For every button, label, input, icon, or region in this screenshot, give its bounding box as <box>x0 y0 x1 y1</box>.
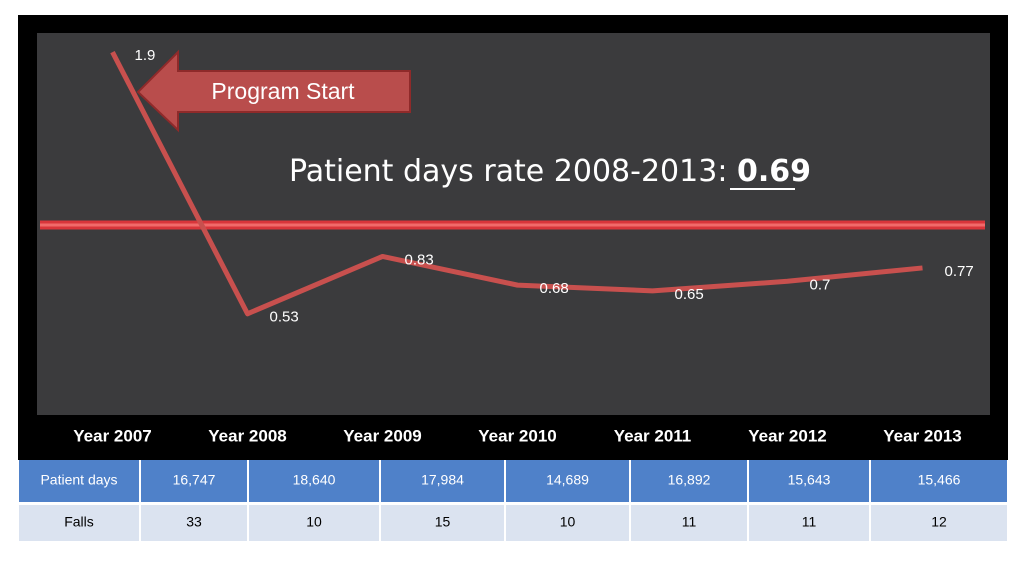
table-cell <box>749 460 869 502</box>
table-text: Patient days <box>40 472 117 488</box>
table-text: 15,643 <box>788 472 831 488</box>
table-cell <box>381 505 504 541</box>
table: Patient days 16,747 18,640 17,984 14,689 16,8… <box>19 460 1007 541</box>
data-label: 0.77 <box>945 263 974 280</box>
rate-label: Patient days rate 2008-2013: <box>289 154 727 189</box>
table-cell <box>249 505 379 541</box>
x-tick-label: Year 2012 <box>748 426 826 445</box>
x-tick-label: Year 2010 <box>478 426 556 445</box>
data-label: 0.83 <box>405 251 434 268</box>
x-tick-label: Year 2009 <box>343 426 421 445</box>
x-tick-label: Year 2008 <box>208 426 286 445</box>
annotation-arrow <box>136 49 411 133</box>
table-cell <box>871 460 1007 502</box>
table-cell <box>871 505 1007 541</box>
table-text: 11 <box>682 514 697 530</box>
x-tick-label: Year 2007 <box>73 426 151 445</box>
table-text: Falls <box>64 514 94 530</box>
table-cell <box>249 460 379 502</box>
annotation: Program Start <box>211 78 355 104</box>
data-label: 0.68 <box>540 280 569 297</box>
table-text: 11 <box>802 514 817 530</box>
rate-text: Patient days rate 2008-2013: 0.69 <box>289 154 811 189</box>
table-cell <box>141 460 247 502</box>
table-cell <box>631 460 747 502</box>
table-text: 10 <box>306 514 322 530</box>
table-text: 14,689 <box>546 472 589 488</box>
table-cell <box>381 460 504 502</box>
table-text: 16,892 <box>668 472 711 488</box>
data-label: 0.65 <box>675 286 704 303</box>
plot: 1.9 0.53 0.83 0.68 0.65 0.7 0.77 <box>110 47 974 326</box>
line <box>110 50 923 317</box>
table-cell <box>749 505 869 541</box>
rate-value: 0.69 <box>737 154 811 189</box>
table-cell <box>631 505 747 541</box>
table-text: 16,747 <box>173 472 216 488</box>
data-label: 0.53 <box>270 309 299 326</box>
table-text: 15 <box>435 514 451 530</box>
data-label: 1.9 <box>135 47 156 64</box>
table-text: 12 <box>931 514 947 530</box>
x-tick-label: Year 2011 <box>614 426 692 445</box>
table-cell <box>506 460 629 502</box>
table-text: 33 <box>186 514 202 530</box>
data-label: 0.7 <box>810 276 831 293</box>
table-cell <box>19 460 139 502</box>
table-text: 15,466 <box>918 472 961 488</box>
table-text: 17,984 <box>421 472 464 488</box>
table-cell <box>506 505 629 541</box>
table-text: 18,640 <box>293 472 336 488</box>
table-text: 10 <box>560 514 576 530</box>
table-cell <box>141 505 247 541</box>
table-cell <box>19 505 139 541</box>
x-tick-label: Year 2013 <box>883 426 961 445</box>
